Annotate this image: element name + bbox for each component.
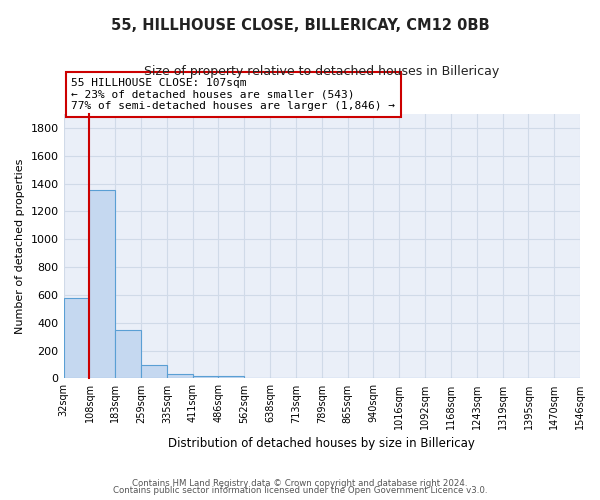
Bar bbox=[115, 330, 141, 378]
Bar bbox=[64, 298, 89, 378]
Y-axis label: Number of detached properties: Number of detached properties bbox=[15, 158, 25, 334]
Bar bbox=[141, 365, 167, 378]
Bar bbox=[167, 374, 193, 378]
Text: 55 HILLHOUSE CLOSE: 107sqm
← 23% of detached houses are smaller (543)
77% of sem: 55 HILLHOUSE CLOSE: 107sqm ← 23% of deta… bbox=[71, 78, 395, 111]
Title: Size of property relative to detached houses in Billericay: Size of property relative to detached ho… bbox=[144, 65, 499, 78]
X-axis label: Distribution of detached houses by size in Billericay: Distribution of detached houses by size … bbox=[169, 437, 475, 450]
Bar bbox=[89, 190, 115, 378]
Text: Contains HM Land Registry data © Crown copyright and database right 2024.: Contains HM Land Registry data © Crown c… bbox=[132, 478, 468, 488]
Text: Contains public sector information licensed under the Open Government Licence v3: Contains public sector information licen… bbox=[113, 486, 487, 495]
Bar bbox=[193, 376, 218, 378]
Bar bbox=[218, 376, 244, 378]
Text: 55, HILLHOUSE CLOSE, BILLERICAY, CM12 0BB: 55, HILLHOUSE CLOSE, BILLERICAY, CM12 0B… bbox=[110, 18, 490, 32]
